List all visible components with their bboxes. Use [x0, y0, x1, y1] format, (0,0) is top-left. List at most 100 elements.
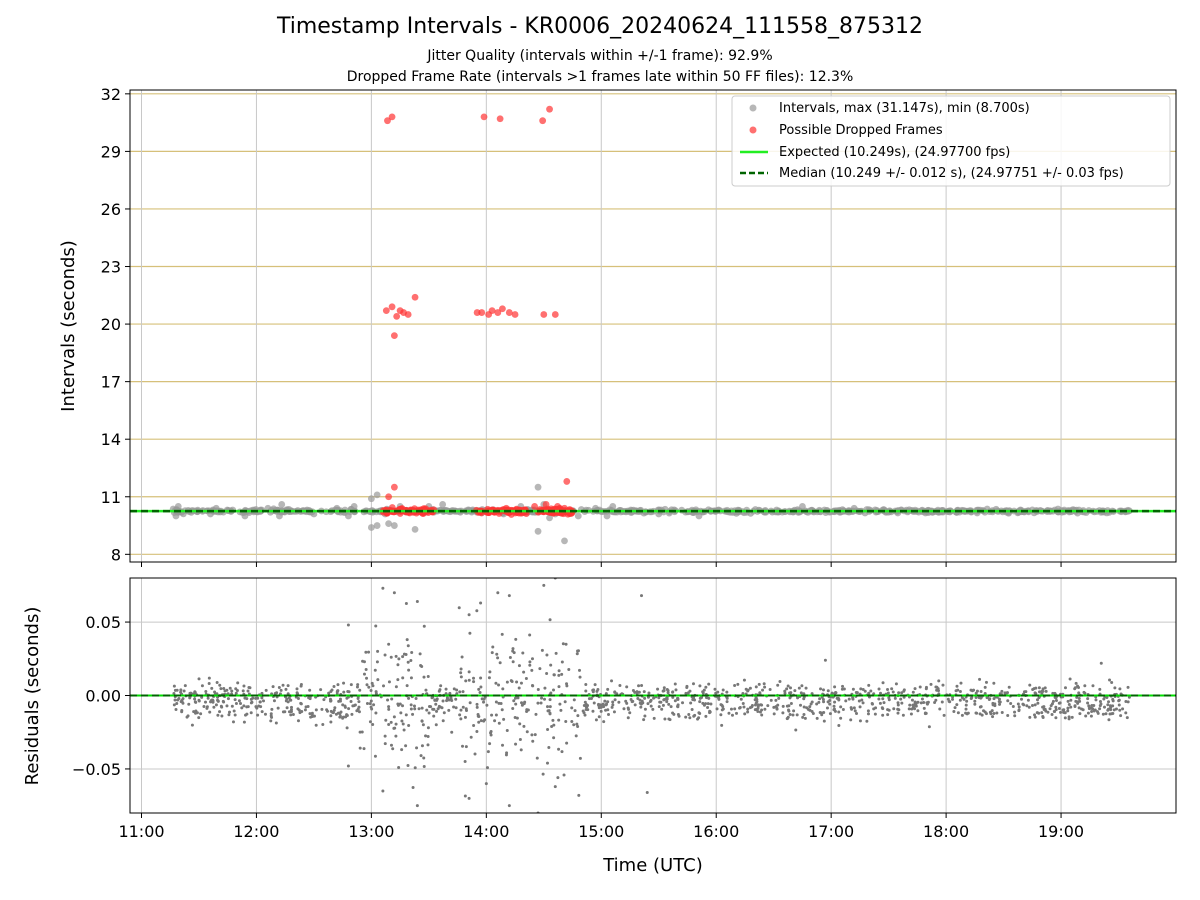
residual-point	[410, 651, 414, 655]
residual-point	[296, 697, 300, 701]
residual-point	[426, 743, 430, 747]
residual-point	[441, 719, 445, 723]
residual-point	[475, 702, 479, 706]
residual-point	[272, 699, 276, 703]
residual-point	[970, 695, 974, 699]
x-tick-label: 15:00	[578, 822, 624, 841]
dropped-frame-point	[488, 307, 496, 315]
residual-point	[426, 734, 430, 738]
residual-point	[195, 711, 199, 715]
residual-point	[1070, 715, 1074, 719]
residual-point	[556, 776, 560, 780]
residual-point	[384, 718, 388, 722]
residual-point	[296, 692, 300, 696]
residual-point	[284, 687, 288, 691]
residual-point	[1000, 711, 1004, 715]
residual-point	[584, 707, 588, 711]
residual-point	[320, 707, 324, 711]
residual-point	[992, 681, 996, 685]
residual-point	[1054, 698, 1058, 702]
residual-point	[1007, 685, 1011, 689]
residual-point	[412, 704, 416, 708]
residual-point	[494, 681, 498, 685]
residual-point	[708, 710, 712, 714]
residual-point	[1067, 703, 1071, 707]
residual-point	[973, 699, 977, 703]
dropped-frame-point	[411, 293, 419, 301]
residual-point	[652, 696, 656, 700]
residual-point	[501, 687, 505, 691]
residual-point	[225, 704, 229, 708]
residual-point	[940, 700, 944, 704]
residual-point	[786, 715, 790, 719]
residual-point	[1030, 703, 1034, 707]
residual-point	[977, 696, 981, 700]
x-tick-label: 17:00	[808, 822, 854, 841]
residual-point	[175, 702, 179, 706]
residual-point	[626, 716, 630, 720]
residual-point	[651, 707, 655, 711]
residual-point	[296, 707, 300, 711]
residual-point	[193, 690, 197, 694]
residual-point	[517, 686, 521, 690]
residual-point	[344, 715, 348, 719]
residual-point	[606, 700, 610, 704]
residual-point	[259, 705, 263, 709]
dropped-frame-point	[546, 105, 553, 113]
residual-point	[667, 702, 671, 706]
interval-point	[350, 502, 358, 510]
residual-point	[461, 744, 465, 748]
residual-point	[343, 705, 347, 709]
residual-point	[852, 706, 856, 710]
residual-point	[1078, 712, 1082, 716]
residual-point	[553, 785, 557, 789]
residual-point	[367, 650, 371, 654]
residual-point	[264, 688, 268, 692]
interval-point	[695, 512, 703, 520]
residual-point	[405, 684, 409, 688]
residual-point	[797, 686, 801, 690]
residual-point	[1077, 691, 1081, 695]
residual-point	[613, 690, 617, 694]
residual-point	[954, 689, 958, 693]
residual-point	[754, 701, 758, 705]
residual-point	[289, 710, 293, 714]
residual-point	[687, 713, 691, 717]
residual-point	[603, 699, 607, 703]
residual-point	[818, 697, 822, 701]
residual-point	[783, 691, 787, 695]
residual-point	[755, 698, 759, 702]
residual-point	[210, 686, 214, 690]
residual-point	[394, 654, 398, 658]
residual-point	[965, 712, 969, 716]
residual-point	[505, 680, 509, 684]
residual-point	[646, 702, 650, 706]
residual-point	[338, 712, 342, 716]
residual-point	[464, 679, 468, 683]
residual-point	[686, 691, 690, 695]
residual-point	[1078, 699, 1082, 703]
residual-point	[684, 715, 688, 719]
residual-point	[383, 653, 387, 657]
residual-point	[791, 713, 795, 717]
residual-point	[543, 697, 547, 701]
residual-point	[347, 690, 351, 694]
residual-point	[222, 686, 226, 690]
residual-point	[998, 702, 1002, 706]
chart-subtitle-jitter: Jitter Quality (intervals within +/-1 fr…	[427, 48, 773, 64]
residual-point	[562, 773, 566, 777]
residual-point	[1043, 686, 1047, 690]
residual-point	[663, 717, 667, 721]
residual-point	[1016, 702, 1020, 706]
residual-point	[802, 697, 806, 701]
residual-point	[958, 698, 962, 702]
residual-point	[1114, 707, 1118, 711]
residual-point	[551, 718, 555, 722]
residual-point	[808, 708, 812, 712]
top-plot-frame	[129, 89, 1177, 563]
residual-point	[468, 701, 472, 705]
residual-point	[183, 684, 187, 688]
residual-point	[819, 687, 823, 691]
interval-point	[172, 512, 180, 520]
residual-point	[298, 711, 302, 715]
